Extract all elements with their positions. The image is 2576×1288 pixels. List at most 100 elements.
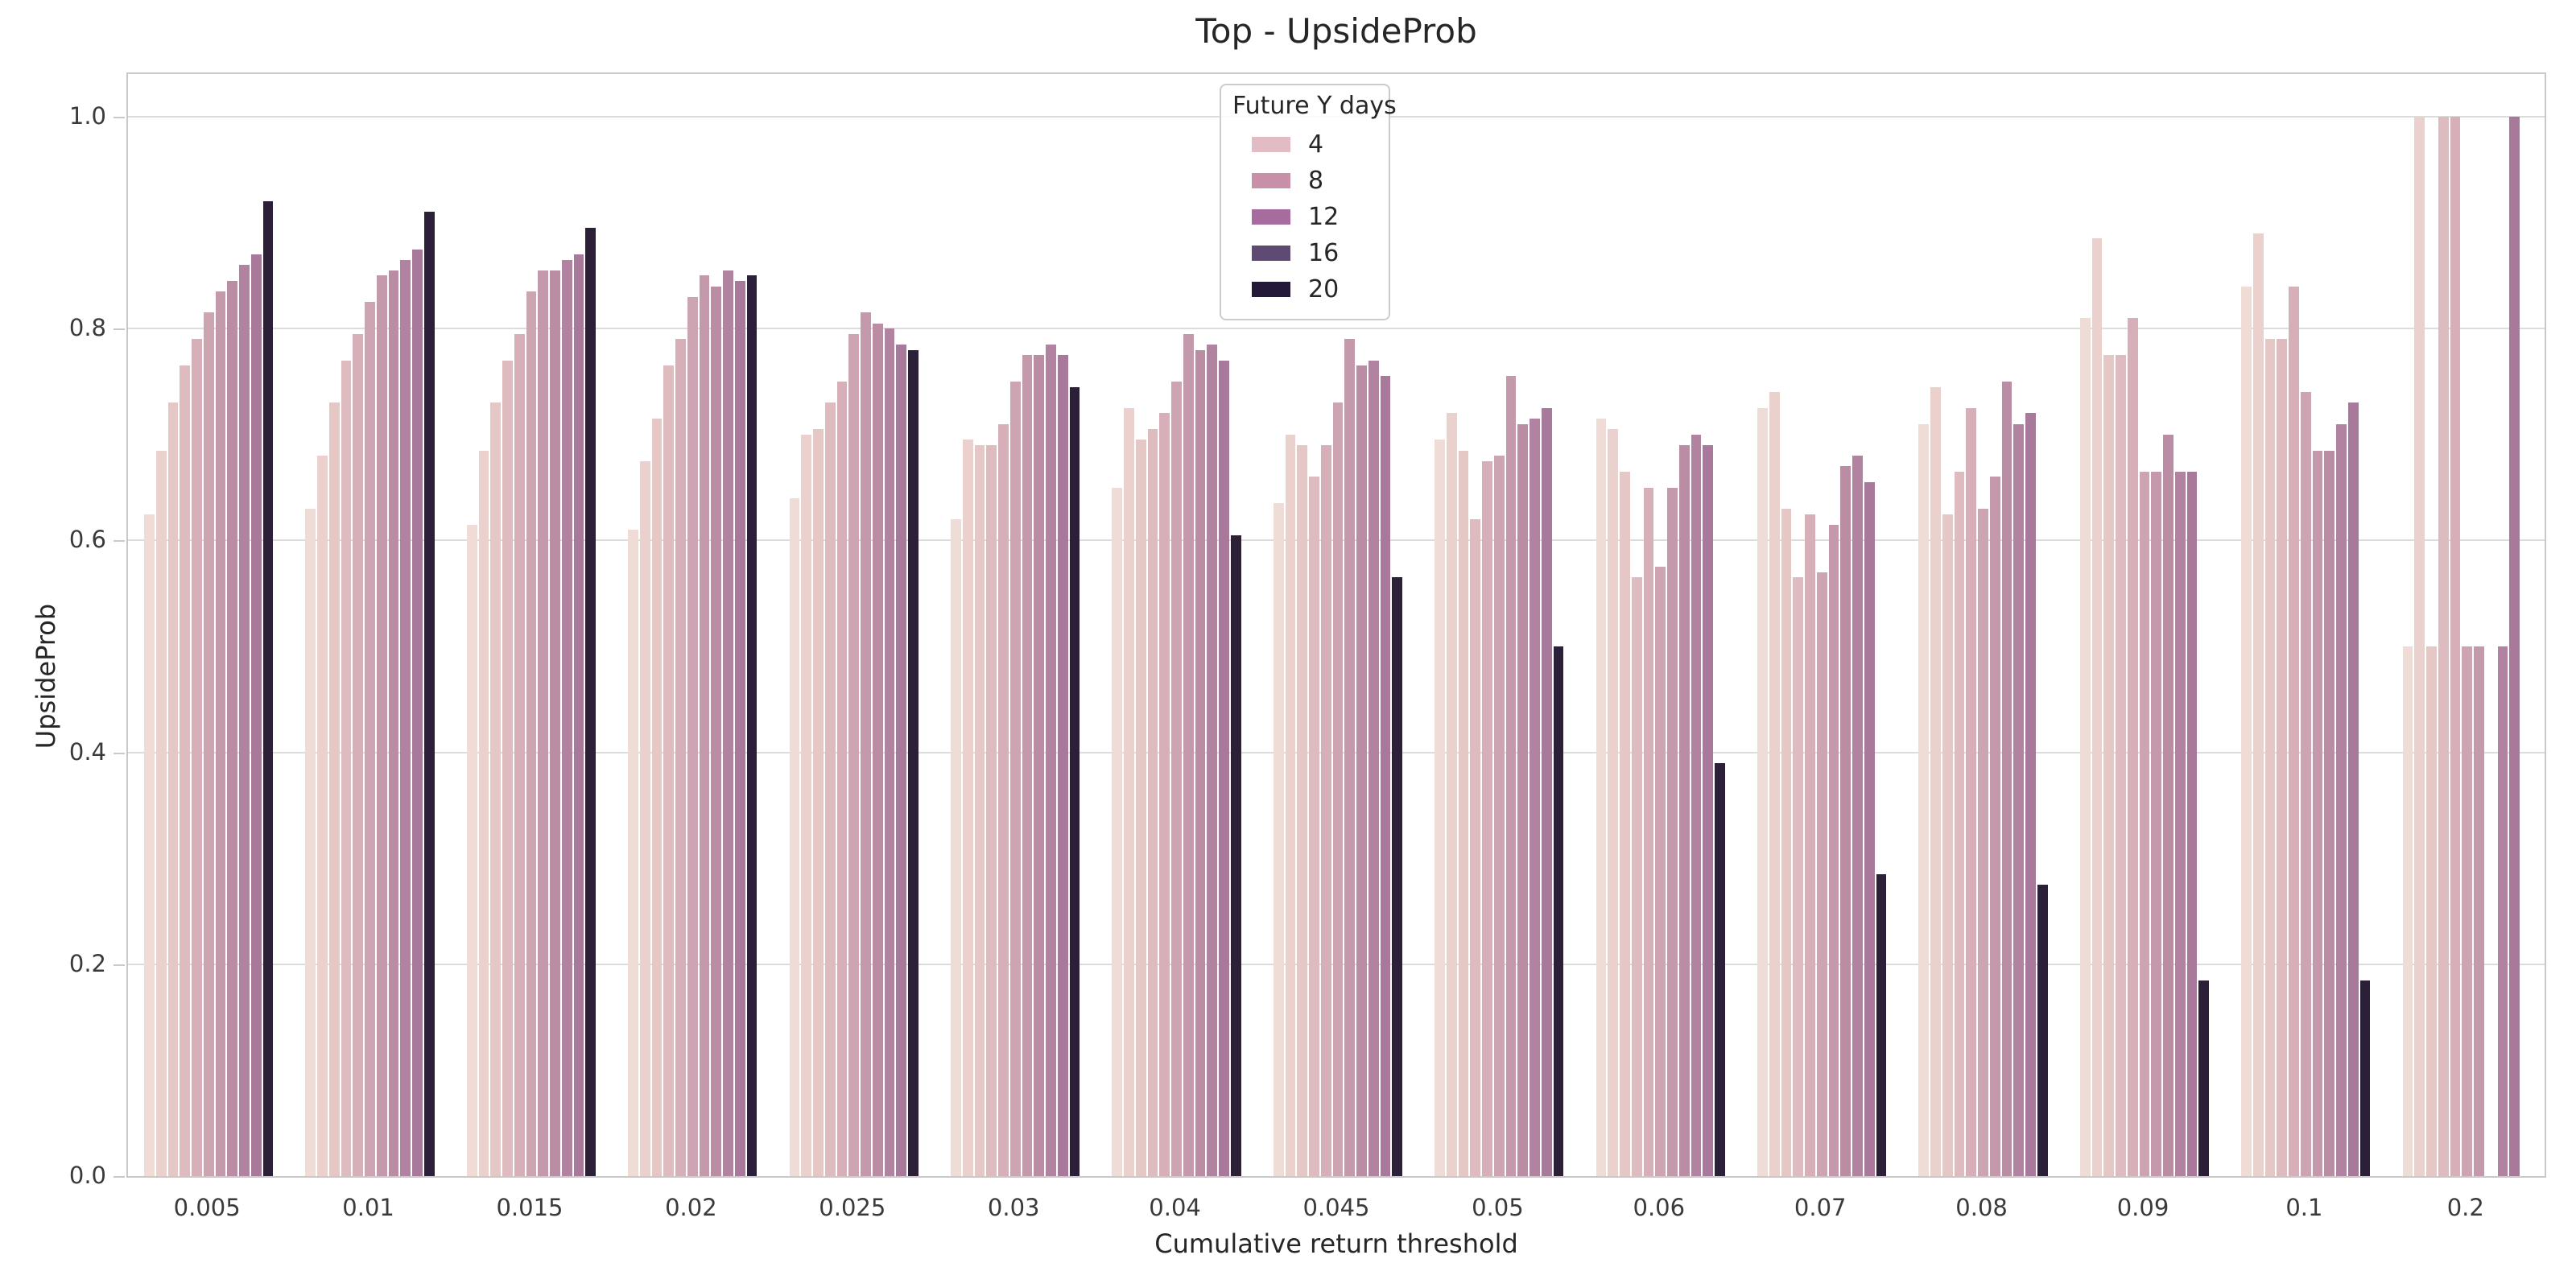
- legend-swatch-icon: [1252, 246, 1290, 261]
- bar-group-0.05: [1435, 74, 1564, 1176]
- bar-day9-x0.06: [1690, 434, 1702, 1176]
- bar-group-0.2: [2402, 74, 2532, 1176]
- bar-day6-x0.04: [1171, 382, 1182, 1176]
- legend-row: 16: [1232, 235, 1377, 271]
- bar-group-0.06: [1596, 74, 1725, 1176]
- bar-day5-x0.045: [1320, 444, 1331, 1176]
- bar-day20-x0.045: [1392, 577, 1403, 1176]
- bar-day20-x0.1: [2359, 980, 2371, 1176]
- x-tick-label: 0.1: [2285, 1194, 2323, 1221]
- y-tick-mark: [114, 117, 125, 118]
- bar-day8-x0.02: [711, 286, 722, 1176]
- bar-day6-x0.01: [365, 302, 375, 1176]
- bar-day3-x0.025: [813, 429, 824, 1176]
- bar-day3-x0.05: [1458, 450, 1469, 1176]
- x-tick-label: 0.045: [1302, 1194, 1370, 1221]
- bar-day2-x0.025: [801, 434, 812, 1176]
- legend: Future Y days 4 8 12 16 20: [1220, 84, 1397, 320]
- bar-day2-x0.07: [1769, 392, 1780, 1176]
- bar-day10-x0.02: [734, 280, 745, 1176]
- bar-day7-x0.045: [1344, 339, 1356, 1176]
- bar-day8-x0.015: [550, 270, 560, 1176]
- bar-day5-x0.01: [353, 333, 364, 1176]
- bar-day5-x0.2: [2450, 117, 2461, 1176]
- bar-day2-x0.06: [1608, 429, 1619, 1176]
- bar-day9-x0.05: [1530, 419, 1540, 1176]
- bar-day3-x0.04: [1135, 440, 1146, 1176]
- bar-day6-x0.045: [1332, 402, 1344, 1176]
- bar-group-0.005: [144, 74, 274, 1176]
- bar-day4-x0.08: [1954, 471, 1965, 1176]
- bar-day2-x0.005: [155, 450, 167, 1176]
- legend-label: 12: [1308, 203, 1340, 231]
- bar-day3-x0.005: [167, 402, 179, 1176]
- bar-day1-x0.01: [305, 508, 316, 1176]
- x-tick-label: 0.08: [1955, 1194, 2008, 1221]
- bar-day6-x0.1: [2300, 392, 2311, 1176]
- x-tick-label: 0.025: [819, 1194, 886, 1221]
- bar-day2-x0.02: [639, 460, 650, 1176]
- bar-day8-x0.01: [388, 270, 399, 1176]
- bar-group-0.03: [951, 74, 1080, 1176]
- bar-day6-x0.2: [2462, 646, 2473, 1176]
- bar-day10-x0.08: [2025, 413, 2036, 1176]
- y-tick-mark: [114, 328, 125, 331]
- bar-day4-x0.1: [2277, 339, 2288, 1176]
- y-tick-label: 0.6: [68, 526, 106, 554]
- bar-day20-x0.03: [1069, 386, 1080, 1176]
- bar-day5-x0.03: [998, 423, 1009, 1176]
- bar-day20-x0.06: [1715, 762, 1725, 1176]
- bar-day5-x0.015: [514, 333, 525, 1176]
- legend-label: 8: [1308, 167, 1324, 195]
- bar-day9-x0.015: [561, 259, 572, 1176]
- bar-day5-x0.08: [1966, 407, 1977, 1176]
- x-tick-label: 0.015: [496, 1194, 564, 1221]
- x-tick-label: 0.04: [1149, 1194, 1201, 1221]
- bar-group-0.025: [789, 74, 919, 1176]
- bar-day2-x0.045: [1285, 434, 1296, 1176]
- bar-day10-x0.015: [573, 254, 584, 1176]
- bar-day1-x0.09: [2079, 318, 2091, 1176]
- bar-day8-x0.03: [1034, 355, 1045, 1176]
- bar-day4-x0.09: [2116, 355, 2126, 1176]
- bar-day10-x0.09: [2186, 471, 2198, 1176]
- bar-day10-x0.025: [896, 344, 907, 1176]
- bar-day20-x0.025: [908, 349, 919, 1176]
- bar-day10-x0.03: [1057, 355, 1068, 1176]
- y-axis-label: UpsideProb: [31, 603, 61, 749]
- bar-day7-x0.01: [376, 275, 387, 1176]
- bar-day10-x0.06: [1703, 444, 1714, 1176]
- bar-day1-x0.02: [628, 530, 638, 1176]
- bar-day4-x0.015: [502, 360, 513, 1176]
- bar-day4-x0.2: [2438, 117, 2449, 1176]
- bar-day8-x0.08: [2001, 382, 2013, 1176]
- bar-day10-x0.04: [1219, 360, 1229, 1176]
- bar-day2-x0.08: [1930, 386, 1941, 1176]
- bar-group-0.01: [305, 74, 435, 1176]
- legend-swatch-icon: [1252, 209, 1290, 225]
- bar-day1-x0.08: [1918, 423, 1930, 1176]
- bar-day10-x0.2: [2509, 117, 2520, 1176]
- legend-row: 4: [1232, 126, 1377, 163]
- bar-day20-x0.015: [585, 228, 597, 1176]
- bar-day1-x0.04: [1112, 487, 1123, 1176]
- bar-day8-x0.005: [227, 280, 238, 1176]
- y-tick-label: 0.2: [68, 949, 106, 977]
- bar-day6-x0.03: [1009, 382, 1021, 1176]
- bar-day3-x0.09: [2103, 355, 2115, 1176]
- legend-row: 12: [1232, 199, 1377, 235]
- bar-day20-x0.08: [2037, 885, 2048, 1176]
- bar-day7-x0.025: [861, 312, 871, 1176]
- bar-day1-x0.005: [144, 514, 155, 1176]
- bar-day4-x0.03: [986, 444, 997, 1176]
- bar-day3-x0.1: [2264, 339, 2276, 1176]
- bar-group-0.015: [466, 74, 597, 1176]
- bar-day9-x0.09: [2174, 471, 2186, 1176]
- bar-day9-x0.07: [1852, 456, 1863, 1176]
- bar-day4-x0.02: [663, 365, 675, 1176]
- bar-group-0.09: [2079, 74, 2210, 1176]
- legend-label: 16: [1308, 239, 1340, 267]
- bar-day5-x0.04: [1159, 413, 1170, 1176]
- y-tick-label: 0.8: [68, 314, 106, 342]
